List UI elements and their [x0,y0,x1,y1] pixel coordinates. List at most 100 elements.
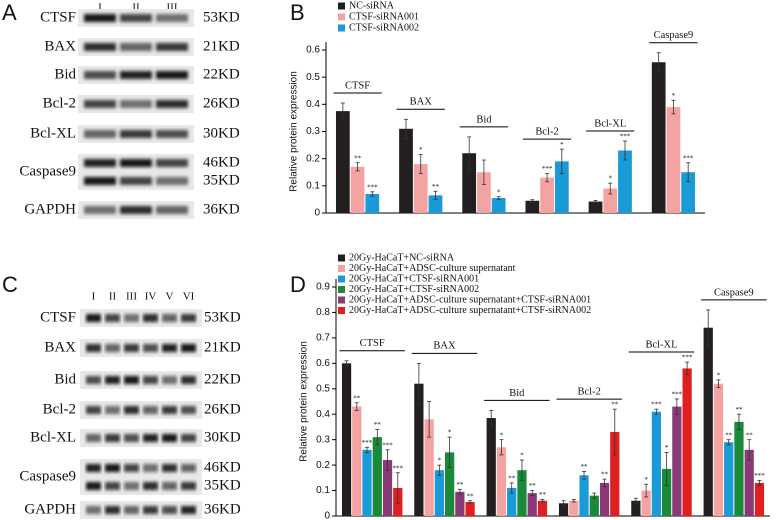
significance: *** [542,165,553,173]
bar [399,128,413,213]
legend-swatch [338,24,345,32]
blot-band [162,314,177,322]
blot-band [124,464,139,472]
bar [744,449,754,516]
legend-swatch [338,307,345,314]
bar [465,502,475,516]
protein-label: BAX [44,38,76,54]
blot-band [86,344,101,352]
bar [681,172,696,213]
bar [445,452,455,516]
lane-label: I [92,291,96,303]
blot-band [124,406,139,414]
legend-label: 20Gy-HaCaT+CTSF-siRNA001 [349,273,479,284]
significance: ** [353,394,361,402]
significance: *** [382,441,393,449]
blot-background [80,459,202,477]
protein-label: CTSF [40,309,76,325]
bar [372,437,382,516]
blot-band [105,376,120,384]
bar [579,475,589,516]
significance: ** [601,471,609,479]
blot-band [105,344,120,352]
size-label: 30KD [203,125,240,141]
size-label: 21KD [204,339,241,355]
bar [365,193,380,213]
significance: ** [374,421,382,429]
y-axis-label: Relative protein expression [299,341,310,462]
legend-label: 20Gy-HaCaT+ADSC-culture supernatant [349,263,516,274]
blot-band [120,177,152,185]
bar [525,200,540,213]
legend-label: 20Gy-HaCaT+NC-siRNA [349,252,455,263]
panel-label: D [290,272,306,297]
size-label: 46KD [204,459,241,475]
blot-band [162,344,177,352]
significance: ** [467,492,475,500]
blot-band [124,482,139,490]
blot-band [143,464,158,472]
significance: * [665,444,669,452]
bar [352,406,362,516]
lane-label: V [166,291,174,303]
significance: ** [432,183,440,191]
significance: * [520,452,524,460]
bar [754,482,765,516]
y-tick-label: 0.2 [306,153,320,164]
bar [631,500,641,516]
significance: *** [393,464,404,472]
blot-band [120,100,152,108]
size-label: 35KD [204,477,241,493]
significance: ** [581,463,589,471]
bar [672,406,682,516]
y-tick-label: 0.9 [316,282,330,293]
bar [724,442,734,516]
category-label: Bcl-2 [535,127,558,138]
size-label: 46KD [203,154,240,170]
significance: ** [611,401,619,409]
blot-band [105,314,120,322]
bar [599,482,610,516]
significance: *** [362,439,373,447]
category-label: Bid [509,388,525,399]
protein-label: Bcl-XL [30,125,76,141]
blot-band [105,434,120,442]
blot-band [156,159,188,167]
blot-band [143,434,158,442]
lane-label: II [132,2,140,14]
significance: ** [735,406,743,414]
category-label: Caspase9 [654,30,694,41]
significance: *** [651,401,662,409]
protein-label: CTSF [40,9,76,25]
blot-band [84,130,116,138]
y-tick-label: 0.5 [316,383,330,394]
bar [540,177,554,213]
significance: *** [683,154,694,162]
lane-label: III [126,291,137,303]
y-tick-label: 0.6 [306,45,320,56]
size-label: 35KD [203,172,240,188]
lane-label: VI [183,291,195,303]
significance: * [419,146,423,154]
blot-band [120,130,152,138]
blot-band [84,43,116,51]
blot-band [84,100,116,108]
blot-band [84,14,116,22]
size-label: 21KD [203,38,240,54]
bar [491,198,506,213]
significance: * [448,429,452,437]
legend-swatch [338,13,345,21]
protein-label: GAPDH [24,201,76,217]
blot-band [156,71,188,79]
bar [434,470,444,516]
blot-band [86,406,101,414]
bar [662,468,672,516]
significance: ** [456,481,464,489]
blot-background [80,429,202,447]
significance: * [644,476,648,484]
bar [734,421,744,516]
blot-band [156,100,188,108]
significance: * [672,92,676,100]
bar [713,383,724,516]
